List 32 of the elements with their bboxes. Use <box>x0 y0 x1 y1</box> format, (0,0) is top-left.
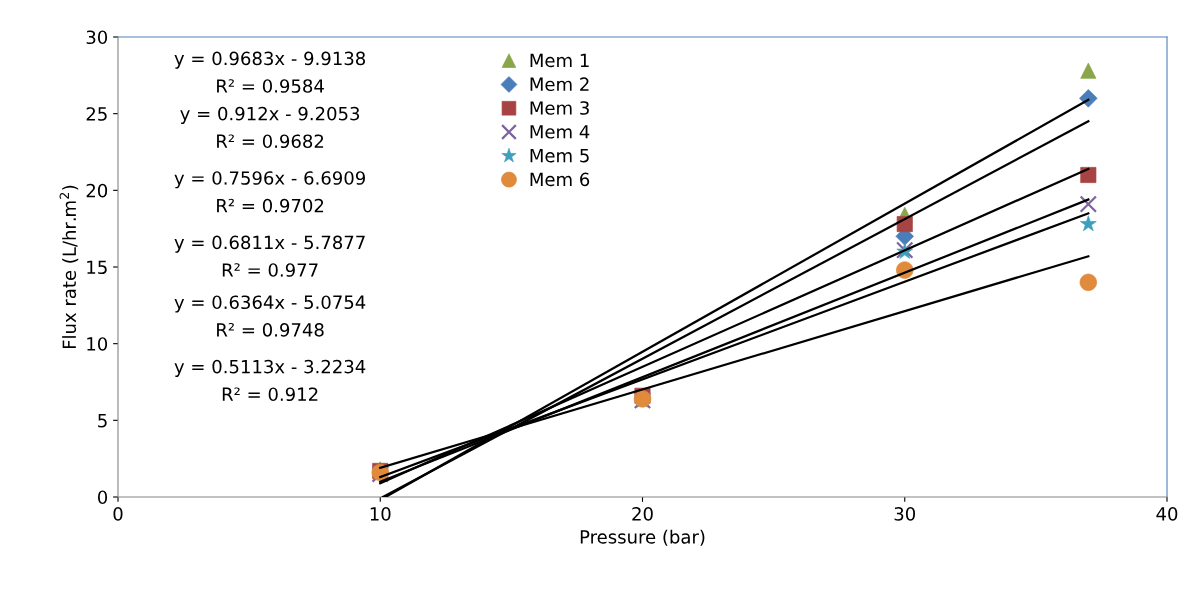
y-tick-label: 10 <box>87 337 108 351</box>
annotation: R² = 0.9682 <box>217 134 324 149</box>
legend-label: Mem 6 <box>530 172 590 187</box>
y-tick-label: 0 <box>97 490 108 505</box>
legend-label: Mem 3 <box>530 101 589 115</box>
annotation: y = 0.5113x - 3.2234 <box>174 359 366 377</box>
x-tick-label: 30 <box>894 507 916 521</box>
y-tick-label: 20 <box>86 183 108 198</box>
x-tick-label: 40 <box>1156 507 1178 521</box>
y-tick-label: 25 <box>86 107 107 121</box>
x-tick-label: 0 <box>113 507 123 521</box>
annotation: y = 0.9683x - 9.9138 <box>174 51 366 69</box>
annotation: R² = 0.912 <box>222 387 318 402</box>
annotation: R² = 0.9748 <box>217 322 324 337</box>
y-tick-label: 15 <box>87 260 107 275</box>
x-tick-label: 10 <box>370 507 391 521</box>
y-tick-label: 30 <box>86 30 108 45</box>
x-axis-title: Pressure (bar) <box>580 529 705 546</box>
annotation: y = 0.7596x - 6.6909 <box>174 171 365 189</box>
annotation: R² = 0.9584 <box>217 79 324 93</box>
legend-label: Mem 1 <box>530 53 589 68</box>
annotation: R² = 0.9702 <box>217 198 324 213</box>
y-axis-title: Flux rate (L/hr.m$^{2}$) <box>59 185 79 349</box>
legend-label: Mem 4 <box>530 125 590 139</box>
annotation: y = 0.6811x - 5.7877 <box>174 235 365 253</box>
legend-label: Mem 2 <box>530 77 589 92</box>
legend-label: Mem 5 <box>530 148 589 163</box>
x-tick-label: 20 <box>632 507 653 521</box>
annotation: y = 0.6364x - 5.0754 <box>174 295 366 313</box>
annotation: R² = 0.977 <box>222 263 318 277</box>
y-tick-label: 5 <box>98 414 107 428</box>
annotation: y = 0.912x - 9.2053 <box>180 106 360 124</box>
